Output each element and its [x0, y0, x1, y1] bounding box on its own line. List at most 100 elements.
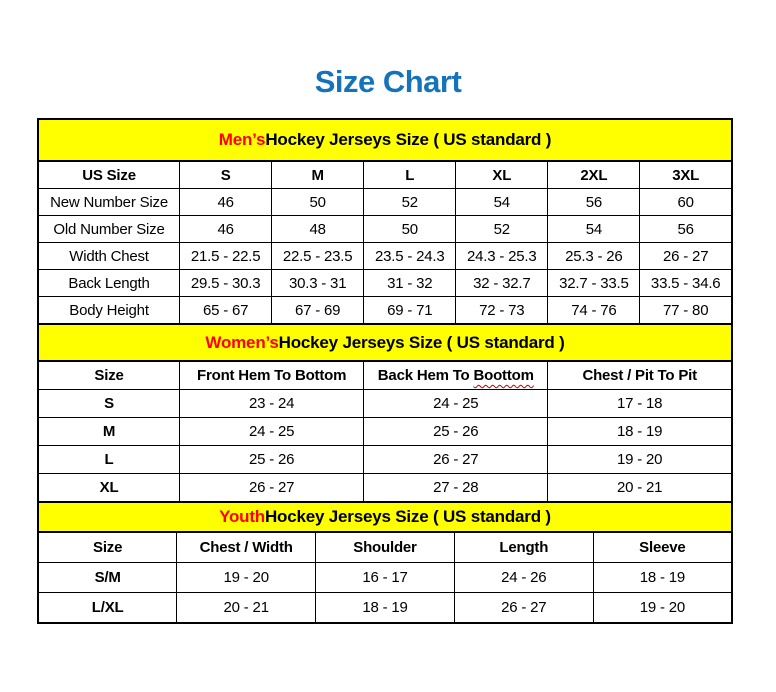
- table-row: New Number Size 46 50 52 54 56 60: [37, 188, 733, 216]
- misspelled-word-squiggle: Boottom: [473, 367, 534, 384]
- row-label: S/M: [37, 562, 178, 593]
- row-label: XL: [37, 473, 181, 503]
- section-heading-text: Hockey Jerseys Size ( US standard ): [265, 130, 552, 149]
- header-row: US Size S M L XL 2XL 3XL: [37, 160, 733, 189]
- section-heading-womens: Women’s Hockey Jerseys Size ( US standar…: [37, 323, 733, 362]
- column-header: 2XL: [547, 160, 641, 189]
- cell-value: 19 - 20: [547, 445, 733, 474]
- cell-value: 21.5 - 22.5: [179, 242, 273, 270]
- size-table-mens: US Size S M L XL 2XL 3XL New Number Size 46 50 52 5…: [37, 160, 733, 325]
- cell-value: 54: [547, 215, 641, 243]
- column-header: Sleeve: [592, 531, 733, 563]
- cell-value: 52: [363, 188, 457, 216]
- cell-value: 16 - 17: [315, 562, 455, 593]
- cell-value: 60: [639, 188, 733, 216]
- cell-value: 50: [271, 188, 365, 216]
- cell-value: 26 - 27: [179, 473, 365, 503]
- cell-value: 17 - 18: [547, 389, 733, 418]
- cell-value: 26 - 27: [453, 592, 594, 624]
- cell-value: 56: [547, 188, 641, 216]
- section-heading-youth: Youth Hockey Jerseys Size ( US standard …: [37, 501, 733, 533]
- column-header: Chest / Width: [176, 531, 317, 563]
- section-heading-accent: Youth: [219, 507, 265, 526]
- cell-value: 30.3 - 31: [271, 269, 365, 297]
- section-heading-text: Hockey Jerseys Size ( US standard ): [278, 332, 565, 352]
- table-row: S/M 19 - 20 16 - 17 24 - 26 18 - 19: [37, 562, 733, 593]
- header-row: Size Chest / Width Shoulder Length Sleeve: [37, 531, 733, 563]
- cell-value: 52: [455, 215, 549, 243]
- header-row: Size Front Hem To Bottom Back Hem To Boott…: [37, 360, 733, 390]
- column-header: Shoulder: [315, 531, 455, 563]
- row-label: S: [37, 389, 181, 418]
- column-header: L: [363, 160, 457, 189]
- column-header: M: [271, 160, 365, 189]
- cell-value: 20 - 21: [176, 592, 317, 624]
- row-label: L: [37, 445, 181, 474]
- column-header-text: Back Hem To: [377, 367, 474, 384]
- column-header: Back Hem To Boottom: [363, 360, 549, 390]
- cell-value: 26 - 27: [639, 242, 733, 270]
- column-header: 3XL: [639, 160, 733, 189]
- section-heading-accent: Women’s: [205, 332, 279, 352]
- cell-value: 19 - 20: [176, 562, 317, 593]
- table-row: M 24 - 25 25 - 26 18 - 19: [37, 417, 733, 446]
- row-label: M: [37, 417, 181, 446]
- column-header: Size: [37, 531, 178, 563]
- cell-value: 24 - 26: [453, 562, 594, 593]
- size-table-youth: Size Chest / Width Shoulder Length Sleeve S/M…: [37, 531, 733, 624]
- cell-value: 24.3 - 25.3: [455, 242, 549, 270]
- cell-value: 18 - 19: [547, 417, 733, 446]
- column-header: Size: [37, 360, 181, 390]
- row-label: L/XL: [37, 592, 178, 624]
- cell-value: 25 - 26: [179, 445, 365, 474]
- table-row: Body Height 65 - 67 67 - 69 69 - 71 72 - 73 7…: [37, 296, 733, 325]
- column-header: Length: [453, 531, 594, 563]
- cell-value: 69 - 71: [363, 296, 457, 325]
- table-row: Back Length 29.5 - 30.3 30.3 - 31 31 - 32 32…: [37, 269, 733, 297]
- cell-value: 18 - 19: [592, 562, 733, 593]
- cell-value: 32.7 - 33.5: [547, 269, 641, 297]
- size-tables-container: Men’s Hockey Jerseys Size ( US standard …: [37, 118, 733, 624]
- column-header: US Size: [37, 160, 181, 189]
- table-row: L 25 - 26 26 - 27 19 - 20: [37, 445, 733, 474]
- cell-value: 20 - 21: [547, 473, 733, 503]
- table-row: Width Chest 21.5 - 22.5 22.5 - 23.5 23.5 - …: [37, 242, 733, 270]
- table-row: XL 26 - 27 27 - 28 20 - 21: [37, 473, 733, 503]
- cell-value: 65 - 67: [179, 296, 273, 325]
- row-label: New Number Size: [37, 188, 181, 216]
- section-heading-accent: Men’s: [218, 130, 266, 149]
- cell-value: 23 - 24: [179, 389, 365, 418]
- cell-value: 33.5 - 34.6: [639, 269, 733, 297]
- cell-value: 23.5 - 24.3: [363, 242, 457, 270]
- table-row: S 23 - 24 24 - 25 17 - 18: [37, 389, 733, 418]
- cell-value: 54: [455, 188, 549, 216]
- cell-value: 25.3 - 26: [547, 242, 641, 270]
- size-table-womens: Size Front Hem To Bottom Back Hem To Boott…: [37, 360, 733, 503]
- cell-value: 18 - 19: [315, 592, 455, 624]
- row-label: Width Chest: [37, 242, 181, 270]
- cell-value: 46: [179, 188, 273, 216]
- cell-value: 24 - 25: [363, 389, 549, 418]
- cell-value: 74 - 76: [547, 296, 641, 325]
- cell-value: 26 - 27: [363, 445, 549, 474]
- column-header: S: [179, 160, 273, 189]
- column-header: Chest / Pit To Pit: [547, 360, 733, 390]
- row-label: Back Length: [37, 269, 181, 297]
- cell-value: 31 - 32: [363, 269, 457, 297]
- page-title: Size Chart: [314, 64, 462, 99]
- cell-value: 22.5 - 23.5: [271, 242, 365, 270]
- table-row: L/XL 20 - 21 18 - 19 26 - 27 19 - 20: [37, 592, 733, 624]
- section-heading-mens: Men’s Hockey Jerseys Size ( US standard …: [37, 118, 733, 162]
- cell-value: 67 - 69: [271, 296, 365, 325]
- cell-value: 48: [271, 215, 365, 243]
- column-header: XL: [455, 160, 549, 189]
- cell-value: 50: [363, 215, 457, 243]
- cell-value: 25 - 26: [363, 417, 549, 446]
- cell-value: 56: [639, 215, 733, 243]
- cell-value: 46: [179, 215, 273, 243]
- cell-value: 72 - 73: [455, 296, 549, 325]
- cell-value: 77 - 80: [639, 296, 733, 325]
- column-header: Front Hem To Bottom: [179, 360, 365, 390]
- cell-value: 29.5 - 30.3: [179, 269, 273, 297]
